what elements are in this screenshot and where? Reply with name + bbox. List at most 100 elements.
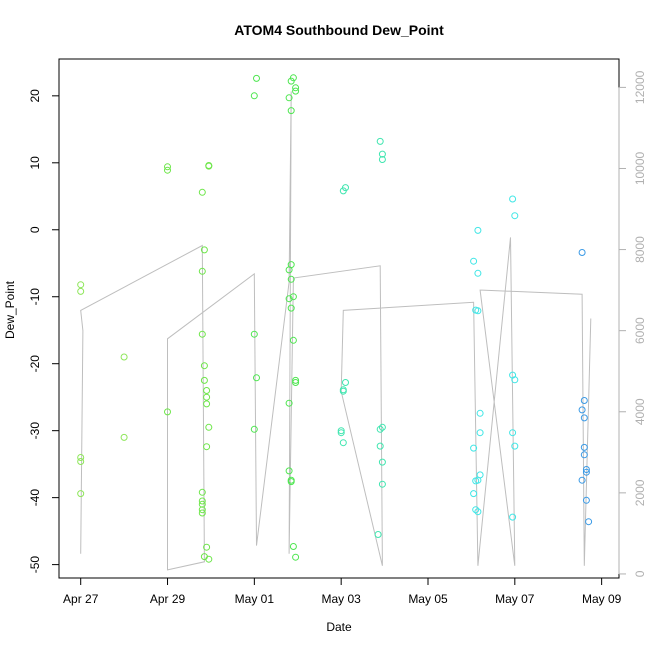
data-point xyxy=(200,376,208,384)
y-tick-label: 0 xyxy=(28,226,42,233)
data-point xyxy=(509,513,517,521)
y2-tick-label: 4000 xyxy=(633,398,647,425)
x-tick-label: May 03 xyxy=(321,592,361,606)
data-point xyxy=(200,246,208,254)
data-point xyxy=(376,442,384,450)
plot-border xyxy=(58,58,620,579)
data-point xyxy=(580,443,588,451)
data-point xyxy=(77,458,85,465)
y-tick-label: -40 xyxy=(28,489,42,507)
data-point xyxy=(339,439,347,447)
data-point xyxy=(585,518,593,526)
data-point xyxy=(285,467,293,475)
data-point xyxy=(253,74,260,82)
y-axis-right: 0 2000 4000 6000 8000 10000 12000 xyxy=(618,70,647,577)
y-tick-label: -20 xyxy=(28,355,42,373)
data-point xyxy=(287,304,295,312)
y2-tick-label: 6000 xyxy=(633,317,647,344)
data-point xyxy=(474,307,482,315)
data-point xyxy=(580,451,588,459)
data-point xyxy=(250,330,258,338)
data-point xyxy=(476,409,484,417)
data-point xyxy=(474,226,482,234)
data-point xyxy=(292,379,300,386)
x-axis-label: Date xyxy=(326,620,352,634)
y2-tick-label: 10000 xyxy=(633,151,647,185)
y-tick-label: 20 xyxy=(28,89,42,103)
data-point xyxy=(203,393,211,401)
data-point xyxy=(378,423,386,431)
data-point xyxy=(285,399,293,407)
data-point xyxy=(203,400,211,408)
data-point xyxy=(198,506,206,514)
y2-tick-label: 2000 xyxy=(633,479,647,506)
data-point xyxy=(77,287,85,295)
data-point xyxy=(374,531,382,538)
data-point xyxy=(342,379,349,386)
data-point xyxy=(509,195,517,203)
data-point xyxy=(289,74,297,82)
data-point xyxy=(253,374,260,382)
data-point xyxy=(77,281,85,289)
x-tick-label: Apr 27 xyxy=(63,592,99,606)
x-tick-label: May 07 xyxy=(495,592,535,606)
data-point xyxy=(342,184,349,192)
data-point xyxy=(289,543,297,550)
scatter-series-3 xyxy=(337,137,386,538)
y2-tick-label: 8000 xyxy=(633,236,647,263)
data-point xyxy=(198,500,206,508)
data-point xyxy=(578,476,586,484)
data-point xyxy=(287,261,295,269)
data-point xyxy=(205,555,213,563)
data-point xyxy=(292,84,300,92)
data-point xyxy=(198,509,206,517)
data-point xyxy=(120,433,128,441)
data-point xyxy=(203,387,211,394)
data-point xyxy=(378,156,386,163)
y-tick-label: -10 xyxy=(28,288,42,306)
data-point xyxy=(77,490,85,498)
data-point xyxy=(474,508,482,516)
data-point xyxy=(472,506,480,514)
x-tick-label: Apr 29 xyxy=(150,592,186,606)
data-point xyxy=(378,480,386,488)
scatter-series-2 xyxy=(250,74,300,561)
data-point xyxy=(476,429,484,437)
data-point xyxy=(470,444,478,452)
data-point xyxy=(203,543,211,551)
data-point xyxy=(198,497,206,505)
data-point xyxy=(582,466,590,473)
scatter-series-4 xyxy=(470,195,519,521)
x-tick-label: May 05 xyxy=(408,592,448,606)
data-point xyxy=(578,249,586,256)
y-axis-left: -50 -40 -30 -20 -10 0 10 20 xyxy=(28,89,60,574)
secondary-line xyxy=(80,91,592,571)
data-point xyxy=(580,414,588,422)
data-point xyxy=(287,275,295,283)
data-point xyxy=(580,397,588,404)
data-point xyxy=(289,293,297,301)
scatter-series-0 xyxy=(77,281,128,498)
data-point xyxy=(250,425,258,433)
data-point xyxy=(198,188,206,196)
y-tick-label: -50 xyxy=(28,556,42,574)
data-point xyxy=(250,92,258,100)
data-point xyxy=(205,423,213,431)
data-point xyxy=(198,488,206,496)
y2-tick-label: 12000 xyxy=(633,70,647,104)
data-point xyxy=(120,353,128,361)
data-point xyxy=(376,137,384,145)
y-tick-label: 10 xyxy=(28,156,42,170)
data-point xyxy=(376,425,384,433)
data-point xyxy=(292,553,300,561)
data-point xyxy=(285,94,293,102)
x-tick-label: May 09 xyxy=(582,592,622,606)
data-point xyxy=(285,295,293,303)
data-point xyxy=(474,269,482,277)
scatter-series-1 xyxy=(164,162,213,563)
y-tick-label: -30 xyxy=(28,422,42,440)
y2-tick-label: 0 xyxy=(633,570,647,577)
data-point xyxy=(198,330,206,338)
data-point xyxy=(292,376,300,384)
data-point xyxy=(337,429,345,437)
